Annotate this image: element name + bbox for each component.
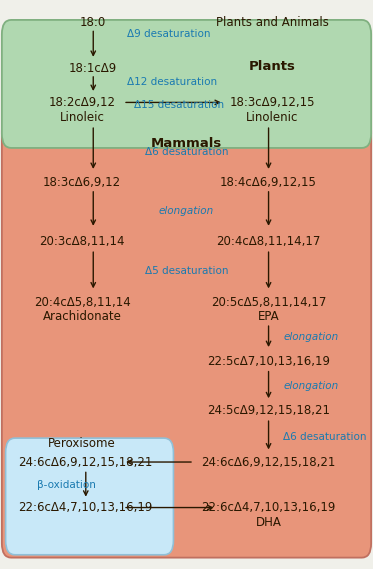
Text: EPA: EPA (258, 311, 279, 323)
Text: 24:6cΔ6,9,12,15,18,21: 24:6cΔ6,9,12,15,18,21 (201, 456, 336, 468)
Text: Plants and Animals: Plants and Animals (216, 17, 329, 29)
Text: 18:3cΔ6,9,12: 18:3cΔ6,9,12 (43, 176, 121, 188)
Text: Plants: Plants (249, 60, 296, 73)
Text: DHA: DHA (256, 516, 282, 529)
Text: 18:2cΔ9,12: 18:2cΔ9,12 (48, 96, 116, 109)
Text: Δ9 desaturation: Δ9 desaturation (127, 29, 210, 39)
Text: Δ5 desaturation: Δ5 desaturation (145, 266, 228, 276)
Text: 20:3cΔ8,11,14: 20:3cΔ8,11,14 (39, 236, 125, 248)
Text: Mammals: Mammals (151, 137, 222, 150)
Text: Linolenic: Linolenic (246, 112, 298, 124)
Text: Δ6 desaturation: Δ6 desaturation (145, 147, 228, 157)
Text: 18:0: 18:0 (80, 17, 106, 29)
Text: 24:5cΔ9,12,15,18,21: 24:5cΔ9,12,15,18,21 (207, 405, 330, 417)
Text: Linoleic: Linoleic (60, 112, 104, 124)
Text: Arachidonate: Arachidonate (43, 311, 122, 323)
Text: elongation: elongation (283, 381, 339, 391)
Text: Δ12 desaturation: Δ12 desaturation (127, 77, 217, 87)
Text: 20:4cΔ8,11,14,17: 20:4cΔ8,11,14,17 (216, 236, 321, 248)
FancyBboxPatch shape (6, 438, 173, 555)
Text: 20:5cΔ5,8,11,14,17: 20:5cΔ5,8,11,14,17 (211, 296, 326, 309)
Text: 22:6cΔ4,7,10,13,16,19: 22:6cΔ4,7,10,13,16,19 (201, 501, 336, 514)
Text: 18:1cΔ9: 18:1cΔ9 (69, 62, 117, 75)
FancyBboxPatch shape (2, 117, 371, 558)
Text: elongation: elongation (283, 332, 339, 342)
Text: 18:3cΔ9,12,15: 18:3cΔ9,12,15 (229, 96, 315, 109)
Text: 22:6cΔ4,7,10,13,16,19: 22:6cΔ4,7,10,13,16,19 (19, 501, 153, 514)
Text: 22:5cΔ7,10,13,16,19: 22:5cΔ7,10,13,16,19 (207, 355, 330, 368)
Text: 24:6cΔ6,9,12,15,18,21: 24:6cΔ6,9,12,15,18,21 (19, 456, 153, 468)
Text: 20:4cΔ5,8,11,14: 20:4cΔ5,8,11,14 (34, 296, 131, 309)
Text: Peroxisome: Peroxisome (48, 438, 116, 450)
Text: β-oxidation: β-oxidation (37, 480, 96, 490)
Text: elongation: elongation (159, 205, 214, 216)
Text: Δ6 desaturation: Δ6 desaturation (283, 432, 367, 442)
Text: Δ15 desaturation: Δ15 desaturation (134, 100, 224, 110)
Text: 18:4cΔ6,9,12,15: 18:4cΔ6,9,12,15 (220, 176, 317, 188)
FancyBboxPatch shape (2, 20, 371, 148)
